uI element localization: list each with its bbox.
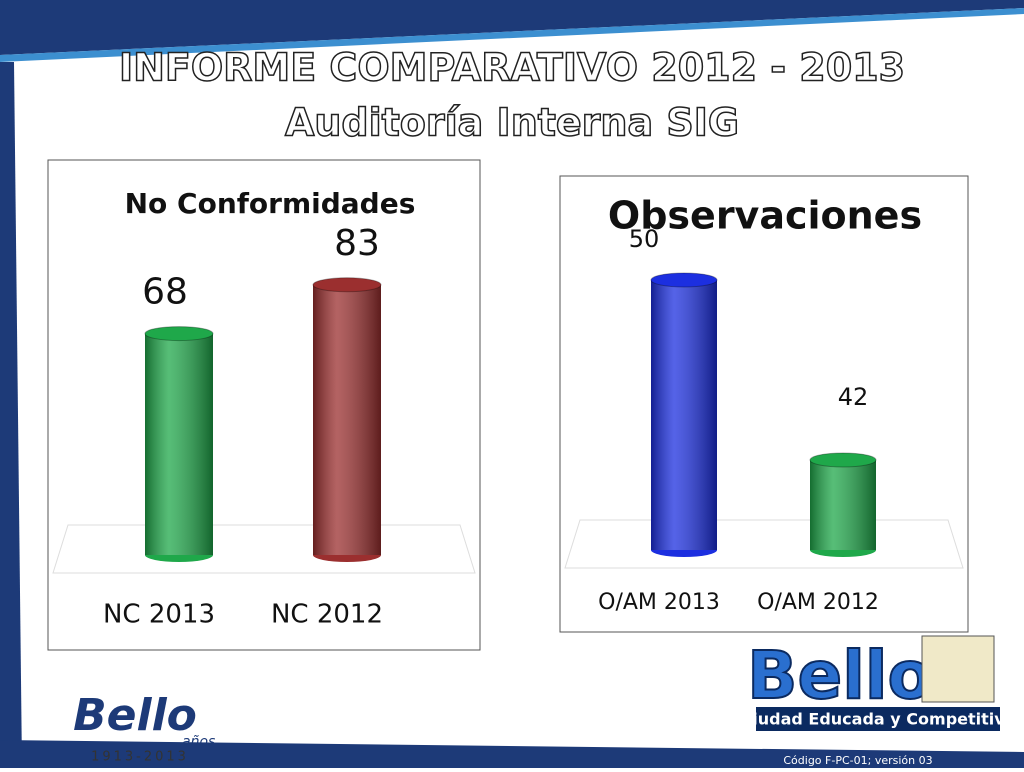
bar-shade (313, 284, 381, 555)
logo-left: Bello (73, 690, 197, 741)
x-tick-label: NC 2012 (271, 600, 383, 630)
chart-title: Observaciones (608, 194, 922, 238)
entity: Alcaldía (849, 734, 912, 753)
x-tick-label: O/AM 2013 (598, 590, 720, 615)
code: Código F-PC-01; versión 03 (783, 754, 932, 767)
logo-left-years: años (182, 734, 215, 750)
x-tick-label: O/AM 2012 (757, 590, 879, 615)
coat-of-arms (921, 635, 995, 703)
logo-right: Bello (747, 637, 933, 714)
bar-top (650, 272, 718, 288)
value-label: 83 (334, 223, 380, 264)
x-tick-label: NC 2013 (103, 600, 215, 630)
chart-title: No Conformidades (125, 187, 416, 220)
slogan-band (756, 707, 1000, 731)
slide-subtitle: Auditoría Interna SIG (285, 101, 739, 145)
bottom-band (0, 740, 1024, 768)
bar-top (144, 326, 214, 342)
bar-shade (810, 460, 876, 550)
slogan: Ciudad Educada y Competitiva (741, 710, 1016, 729)
value-label: 50 (629, 225, 660, 253)
chart-frame (47, 159, 481, 651)
chart-frame (559, 175, 969, 633)
value-label: 68 (142, 272, 188, 313)
value-label: 42 (838, 383, 869, 411)
bar-top (312, 277, 382, 293)
bar-top (809, 452, 877, 468)
bar-shade (145, 333, 213, 555)
logo-left-dates: 1913-2013 (91, 750, 189, 765)
left-band (0, 62, 22, 768)
top-band (0, 0, 1024, 55)
top-stripe (0, 8, 1024, 62)
slide-title: INFORME COMPARATIVO 2012 - 2013 (119, 46, 905, 90)
bar-shade (651, 280, 717, 550)
charts: No Conformidades 68 NC 2013 83 NC 2012 Observ… (47, 159, 969, 651)
